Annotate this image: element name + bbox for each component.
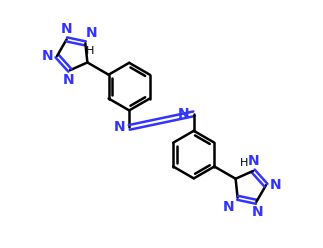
Text: N: N [41, 49, 53, 63]
Text: H: H [240, 157, 248, 168]
Text: N: N [223, 200, 234, 214]
Text: N: N [270, 178, 282, 192]
Text: N: N [248, 154, 260, 168]
Text: N: N [62, 73, 74, 87]
Text: N: N [113, 120, 125, 134]
Text: N: N [252, 205, 263, 219]
Text: N: N [178, 107, 190, 121]
Text: H: H [86, 46, 94, 56]
Text: N: N [86, 26, 98, 40]
Text: N: N [61, 22, 72, 36]
